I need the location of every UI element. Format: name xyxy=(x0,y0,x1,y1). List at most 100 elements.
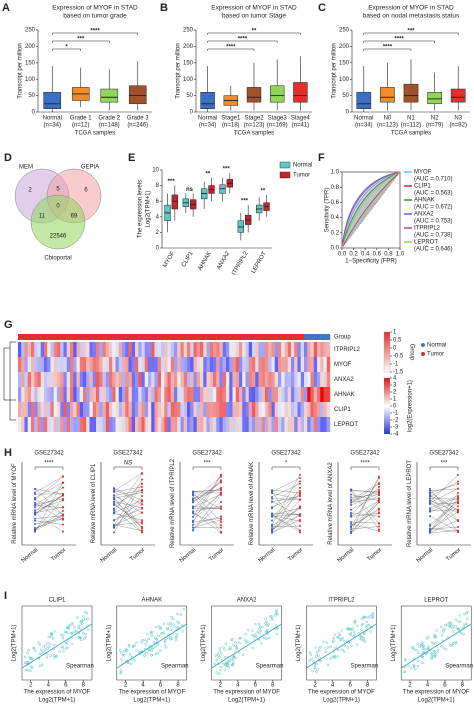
heat-cell xyxy=(320,342,324,357)
heat-cell xyxy=(151,402,155,417)
pair-dot xyxy=(220,505,222,508)
scatter-dot xyxy=(271,618,274,621)
count-label: (n=123) xyxy=(244,123,265,129)
pair-dot xyxy=(378,490,380,493)
scatter-dot xyxy=(459,620,462,623)
scatter-dot xyxy=(61,646,65,650)
heat-cell xyxy=(161,342,165,357)
pair-line xyxy=(429,506,459,532)
scatter-dot xyxy=(462,632,465,636)
heat-cell xyxy=(148,417,152,432)
pair-dot xyxy=(299,490,301,493)
scatter-dot xyxy=(157,634,160,638)
heat-cell xyxy=(115,387,119,402)
scatter-dot xyxy=(458,614,462,617)
heat-cell xyxy=(209,357,214,372)
heat-cell xyxy=(44,342,48,357)
group-cell xyxy=(144,334,149,340)
scatter-dot xyxy=(70,632,73,635)
scatter-dot xyxy=(427,635,430,639)
x-tick-label: 0.2 xyxy=(349,252,358,258)
heat-cell xyxy=(37,387,41,402)
heat-cell xyxy=(226,417,230,432)
heat-cell xyxy=(131,387,136,402)
legend-label: LEPROT xyxy=(414,240,438,246)
group-cell xyxy=(135,334,139,340)
scatter-dot xyxy=(349,633,353,637)
pair-dot xyxy=(378,476,380,479)
heat-cell xyxy=(40,387,45,402)
heat-cell xyxy=(229,372,233,387)
heat-cell xyxy=(112,342,116,357)
pair-dot xyxy=(141,503,143,506)
panel-subtitle: GSE27342 xyxy=(429,451,459,457)
scatter-dot xyxy=(123,653,126,657)
sig-label: * xyxy=(285,461,288,467)
heat-cell xyxy=(317,357,321,372)
panel-label: I xyxy=(4,590,7,602)
heat-cell xyxy=(183,387,188,402)
heat-cell xyxy=(167,402,171,417)
pair-dot xyxy=(192,515,194,518)
heat-cell xyxy=(40,417,45,432)
scatter-dot xyxy=(214,654,217,657)
pair-line xyxy=(429,497,459,510)
pair-dot xyxy=(113,497,115,500)
heat-cell xyxy=(99,387,103,402)
scatter-dot xyxy=(311,669,314,673)
pair-dot xyxy=(34,487,36,490)
group-cell xyxy=(128,334,132,340)
x-tick-label: 4 xyxy=(426,683,430,689)
heat-cell xyxy=(135,417,139,432)
heat-cell xyxy=(79,342,84,357)
heat-cell xyxy=(31,357,35,372)
scatter-dot xyxy=(416,665,420,668)
scatter-dot xyxy=(162,622,166,625)
heat-cell xyxy=(53,372,58,387)
heat-cell xyxy=(287,342,292,357)
pair-dot xyxy=(378,515,380,518)
pair-line xyxy=(192,492,222,523)
y-axis-label: Log2(TPM+1) xyxy=(296,625,302,662)
heat-cell xyxy=(138,357,142,372)
scatter-dot xyxy=(231,663,235,666)
pair-dot xyxy=(192,497,194,500)
label-part: LEPROT xyxy=(407,460,413,484)
scatter-dot xyxy=(150,634,153,638)
scatter-dot xyxy=(338,633,341,637)
scatter-dot xyxy=(454,618,458,621)
heat-cell xyxy=(18,342,22,357)
group-cell xyxy=(300,334,305,340)
stat-label: Spearman xyxy=(256,664,284,670)
scatter-dot xyxy=(241,653,245,656)
x-tick-label: 8 xyxy=(461,683,465,689)
scatter-dot xyxy=(274,612,277,615)
scatter-dot xyxy=(251,646,254,650)
scatter-dot xyxy=(227,659,230,663)
scatter-dot xyxy=(84,632,87,636)
scatter-dot xyxy=(265,637,268,641)
pair-dot xyxy=(429,508,431,511)
heat-cell xyxy=(66,372,71,387)
pair-dot xyxy=(299,492,301,495)
heat-cell xyxy=(73,387,77,402)
heat-cell xyxy=(271,387,275,402)
group-cell xyxy=(170,334,175,340)
heat-cell xyxy=(167,357,171,372)
pair-dot xyxy=(141,491,143,494)
pair-dot xyxy=(113,526,115,529)
scatter-dot xyxy=(37,641,40,644)
pair-dot xyxy=(350,493,352,496)
heat-cell xyxy=(135,357,139,372)
group-cell xyxy=(37,334,41,340)
heat-cell xyxy=(222,402,227,417)
heat-cell xyxy=(219,387,223,402)
scatter-dot xyxy=(166,627,169,630)
y-tick-label: 150 xyxy=(183,60,194,66)
pair-dot xyxy=(34,517,36,520)
heat-cell xyxy=(297,402,301,417)
heat-cell xyxy=(37,417,41,432)
pair-dot xyxy=(141,485,143,488)
pair-line xyxy=(350,489,380,524)
heat-cell xyxy=(294,357,298,372)
